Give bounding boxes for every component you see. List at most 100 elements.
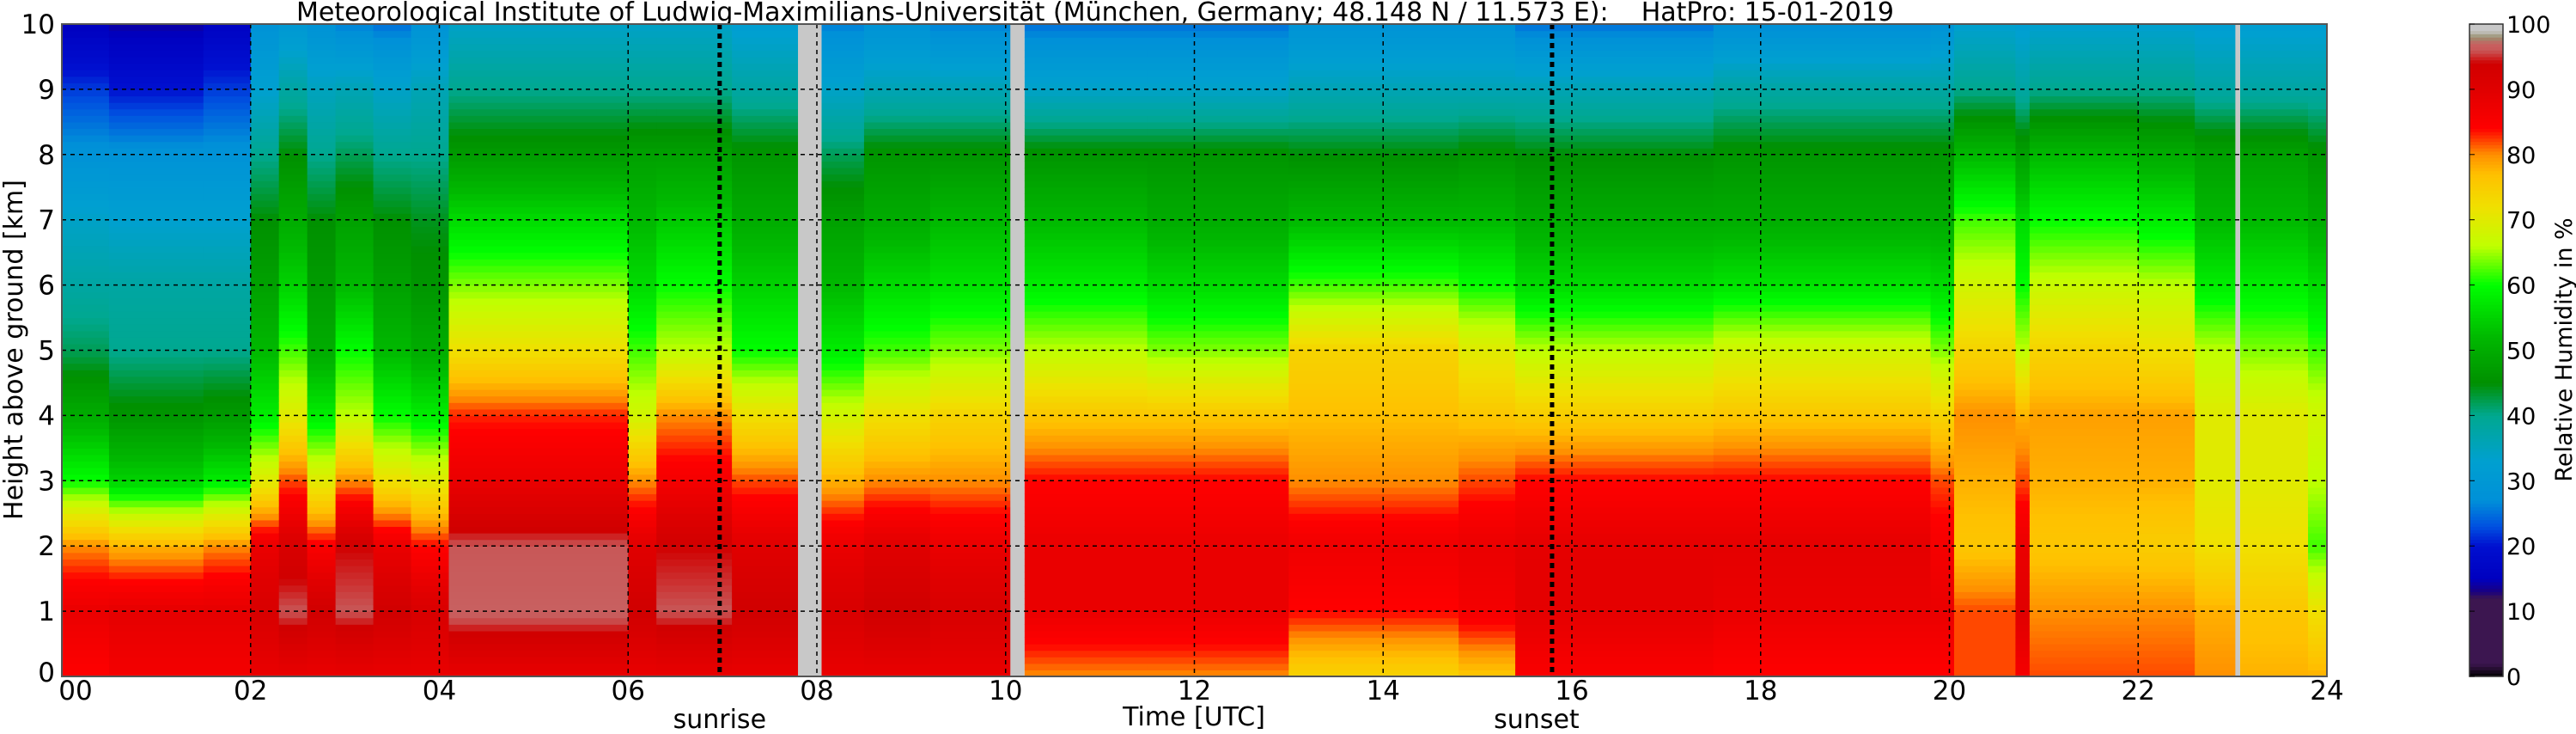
heatmap-cell [1713, 284, 1932, 292]
heatmap-cell [62, 402, 110, 410]
heatmap-cell [1288, 135, 1459, 143]
colorbar-segment [2469, 333, 2503, 338]
heatmap-cell [203, 382, 252, 390]
heatmap-cell [2138, 310, 2195, 319]
colorbar-segment [2469, 486, 2503, 492]
heatmap-cell [1515, 213, 1714, 221]
heatmap-cell [2015, 565, 2031, 573]
heatmap-cell [1930, 415, 1955, 423]
heatmap-cell [448, 259, 629, 266]
heatmap-cell [656, 468, 733, 475]
heatmap-cell [1930, 670, 1955, 677]
heatmap-cell [1288, 304, 1459, 312]
heatmap-cell [307, 304, 337, 312]
heatmap-cell [2239, 135, 2309, 143]
heatmap-cell [821, 363, 865, 370]
heatmap-cell [628, 350, 657, 358]
heatmap-cell [1930, 363, 1955, 370]
colorbar-segment [2469, 314, 2503, 319]
heatmap-cell [307, 402, 337, 410]
heatmap-cell [1459, 395, 1516, 403]
heatmap-cell [307, 180, 337, 188]
y-tick-label: 8 [38, 140, 55, 171]
heatmap-cell [203, 128, 252, 136]
heatmap-cell [1515, 363, 1714, 370]
heatmap-cell [2195, 461, 2237, 468]
heatmap-cell [1288, 441, 1459, 449]
heatmap-cell [108, 187, 204, 194]
heatmap-cell [1953, 83, 2017, 90]
heatmap-cell [2308, 199, 2328, 208]
heatmap-cell [2029, 135, 2139, 143]
heatmap-cell [335, 343, 375, 352]
heatmap-cell [1024, 187, 1148, 194]
heatmap-cell [2195, 454, 2237, 462]
heatmap-cell [2195, 76, 2237, 83]
heatmap-cell [929, 415, 1011, 423]
heatmap-cell [1147, 199, 1289, 208]
heatmap-cell [2239, 63, 2309, 70]
heatmap-cell [1953, 232, 2017, 241]
heatmap-cell [863, 657, 931, 664]
heatmap-cell [448, 591, 629, 599]
heatmap-cell [1713, 343, 1932, 352]
heatmap-cell [821, 539, 865, 547]
heatmap-cell [2239, 559, 2309, 566]
heatmap-cell [448, 83, 629, 90]
heatmap-cell [2015, 533, 2031, 541]
heatmap-cell [373, 630, 412, 639]
heatmap-cell [373, 148, 412, 156]
heatmap-cell [62, 324, 110, 332]
heatmap-cell [448, 128, 629, 136]
heatmap-cell [2015, 102, 2031, 110]
heatmap-cell [1288, 108, 1459, 116]
heatmap-cell [1024, 584, 1148, 592]
heatmap-cell [821, 408, 865, 416]
heatmap-cell [2015, 115, 2031, 123]
heatmap-cell [250, 213, 280, 221]
heatmap-cell [2015, 56, 2031, 64]
heatmap-cell [278, 284, 308, 292]
heatmap-cell [1930, 310, 1955, 319]
heatmap-cell [278, 389, 308, 397]
heatmap-cell [1515, 291, 1714, 299]
heatmap-cell [1024, 161, 1148, 168]
heatmap-cell [929, 167, 1011, 175]
heatmap-cell [1459, 272, 1516, 279]
heatmap-cell [1147, 584, 1289, 592]
heatmap-cell [1147, 180, 1289, 188]
heatmap-cell [335, 226, 375, 234]
heatmap-cell [821, 89, 865, 97]
heatmap-cell [1713, 259, 1932, 266]
heatmap-cell [1147, 108, 1289, 116]
heatmap-cell [1288, 278, 1459, 286]
heatmap-cell [732, 474, 799, 481]
heatmap-cell [656, 148, 733, 156]
heatmap-cell [2195, 83, 2237, 90]
heatmap-cell [929, 141, 1011, 149]
heatmap-cell [373, 454, 412, 462]
heatmap-cell [863, 559, 931, 566]
heatmap-cell [2195, 591, 2237, 599]
heatmap-cell [2239, 304, 2309, 312]
heatmap-cell [2029, 357, 2139, 364]
heatmap-cell [1024, 121, 1148, 130]
heatmap-cell [411, 415, 450, 423]
heatmap-cell [1024, 206, 1148, 214]
heatmap-cell [2195, 180, 2237, 188]
heatmap-cell [2195, 89, 2237, 97]
heatmap-cell [1288, 115, 1459, 123]
heatmap-cell [1713, 415, 1932, 423]
heatmap-cell [250, 604, 280, 612]
heatmap-cell [1147, 330, 1289, 338]
heatmap-cell [373, 604, 412, 612]
heatmap-cell [628, 670, 657, 677]
heatmap-cell [250, 121, 280, 130]
heatmap-cell [278, 350, 308, 358]
heatmap-cell [1515, 89, 1714, 97]
heatmap-cell [2239, 259, 2309, 266]
heatmap-cell [2195, 37, 2237, 45]
heatmap-cell [250, 441, 280, 449]
heatmap-cell [203, 167, 252, 175]
heatmap-cell [656, 657, 733, 664]
